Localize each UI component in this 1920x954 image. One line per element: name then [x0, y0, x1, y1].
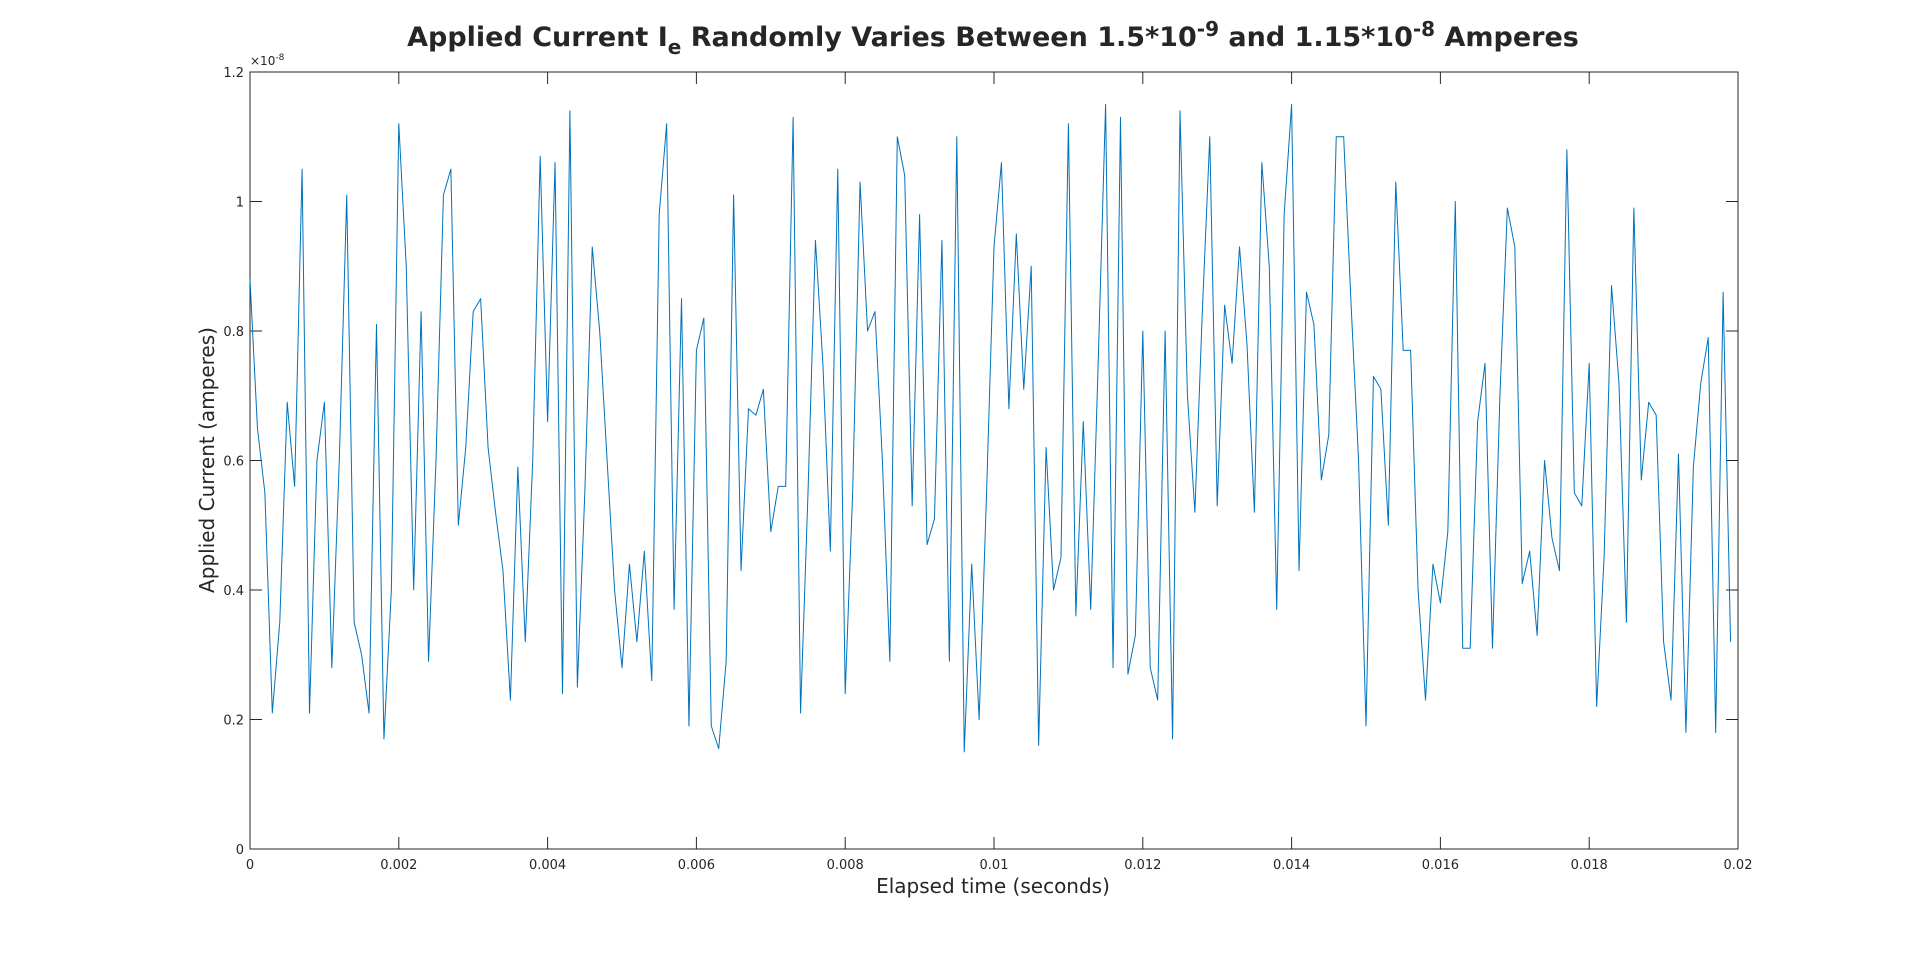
- title-text: Randomly Varies Between 1.5*10: [681, 22, 1196, 53]
- title-script: -9: [1197, 17, 1219, 41]
- y-tick-label: 1: [236, 196, 244, 211]
- x-tick-label: 0: [246, 858, 254, 873]
- y-tick-label: 0.8: [223, 325, 244, 340]
- x-tick-label: 0.004: [529, 858, 566, 873]
- title-text: Amperes: [1435, 22, 1579, 53]
- x-tick-label: 0.006: [678, 858, 715, 873]
- x-tick-label: 0.008: [827, 858, 864, 873]
- chart-title: Applied Current Ie Randomly Varies Betwe…: [407, 17, 1579, 59]
- y-multiplier: ×10: [250, 54, 275, 68]
- y-tick-label: 0.6: [223, 455, 244, 470]
- x-tick-label: 0.016: [1422, 858, 1459, 873]
- y-exponent: -8: [275, 53, 284, 63]
- x-axis-label: Elapsed time (seconds): [876, 874, 1110, 898]
- title-script: -8: [1413, 17, 1435, 41]
- x-tick-label: 0.014: [1273, 858, 1310, 873]
- y-tick-label: 0: [236, 843, 244, 858]
- y-tick-label: 1.2: [223, 66, 244, 81]
- title-script: e: [668, 35, 682, 59]
- x-tick-label: 0.002: [380, 858, 417, 873]
- x-tick-label: 0.018: [1571, 858, 1608, 873]
- title-text: and 1.15*10: [1219, 22, 1413, 53]
- x-tick-label: 0.012: [1124, 858, 1161, 873]
- data-line: [249, 103, 1732, 753]
- y-tick-label: 0.2: [223, 714, 244, 729]
- plot-area: [249, 71, 1739, 850]
- y-axis-label: Applied Current (amperes): [195, 327, 219, 593]
- x-tick-label: 0.01: [980, 858, 1009, 873]
- y-tick-label: 0.4: [223, 584, 244, 599]
- x-tick-label: 0.02: [1724, 858, 1753, 873]
- y-exponent-label: ×10-8: [250, 53, 285, 68]
- title-text: Applied Current I: [407, 22, 668, 53]
